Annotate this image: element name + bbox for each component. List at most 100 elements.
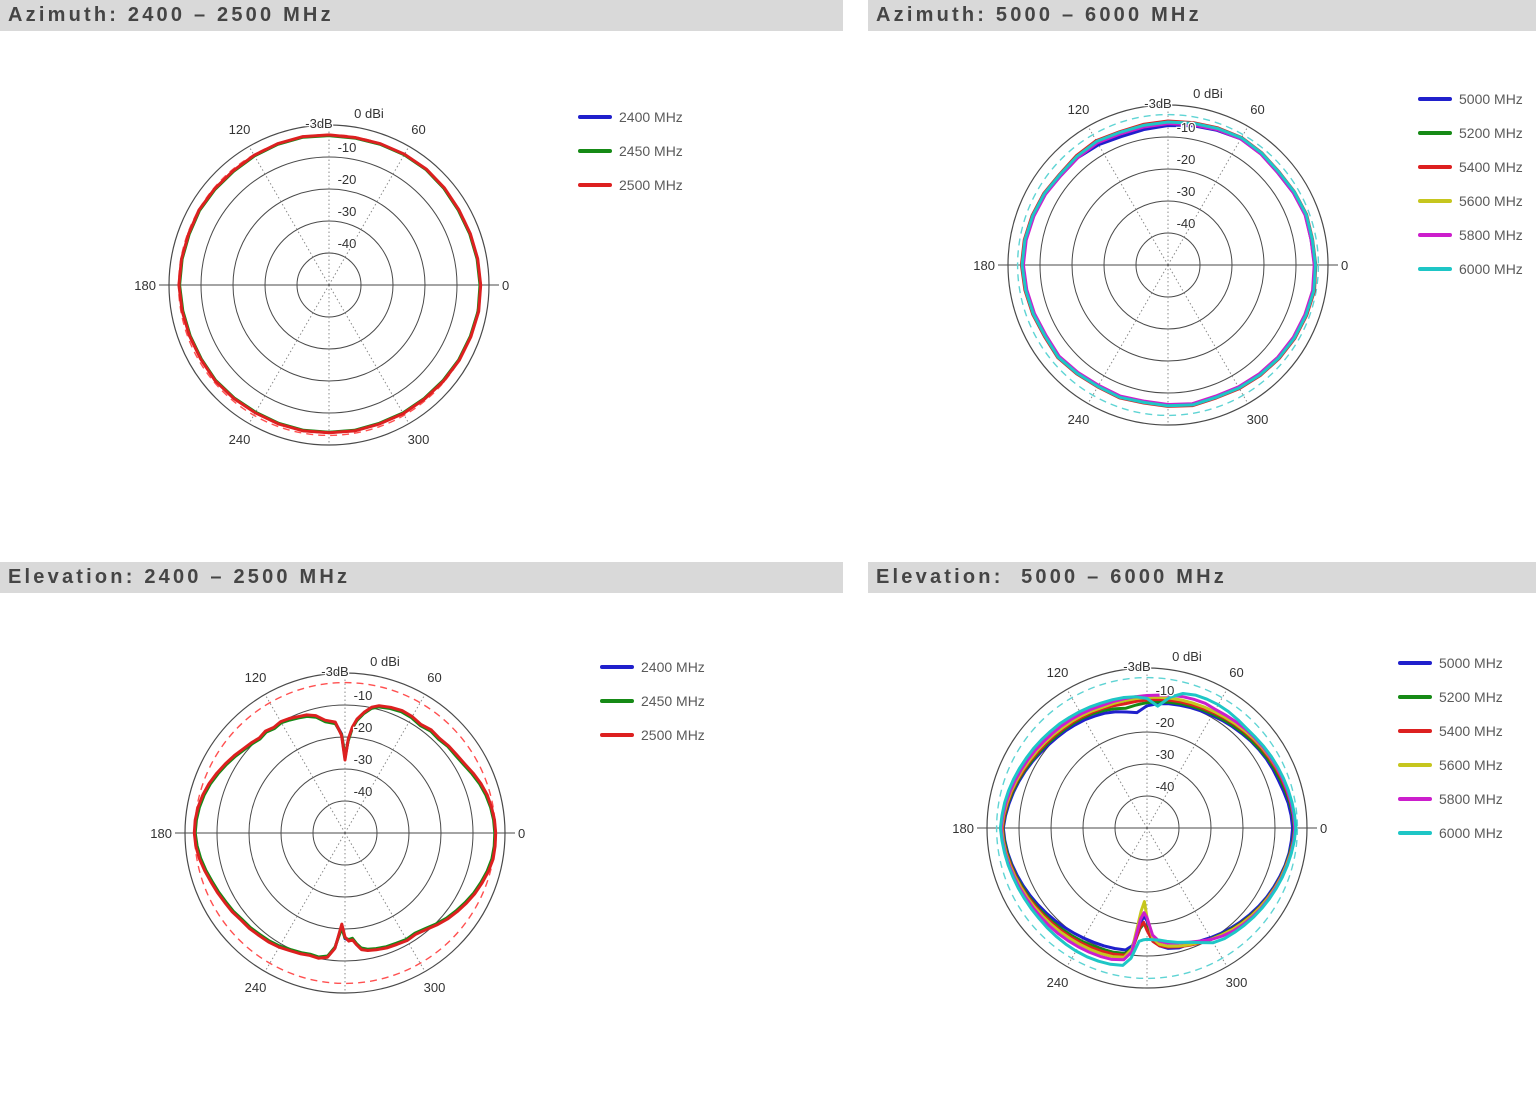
legend-line-swatch xyxy=(1398,729,1432,733)
legend-label: 5000 MHz xyxy=(1439,655,1503,671)
legend-item: 5400 MHz xyxy=(1418,159,1523,175)
legend-line-swatch xyxy=(1418,97,1452,101)
ring-label-0dbi: 0 dBi xyxy=(370,654,400,669)
ring-label: -10 xyxy=(338,140,357,155)
angle-label-120: 120 xyxy=(245,670,267,685)
polar-plot-svg: 0 dBi -10 -20 -30 -40 -3dB 0 60 120 180 240 300 xyxy=(972,85,1349,429)
legend-label: 2500 MHz xyxy=(619,177,683,193)
series-line-6000-mhz xyxy=(1020,120,1317,408)
legend-label: 2450 MHz xyxy=(619,143,683,159)
angle-label-180: 180 xyxy=(134,278,156,293)
legend-line-swatch xyxy=(1398,763,1432,767)
grid-spoke xyxy=(1087,264,1169,404)
ring-label: -40 xyxy=(354,784,373,799)
legend-line-swatch xyxy=(1418,131,1452,135)
legend-item: 6000 MHz xyxy=(1418,261,1523,277)
legend-item: 5200 MHz xyxy=(1418,125,1523,141)
grid-spoke xyxy=(248,146,330,286)
legend-label: 2400 MHz xyxy=(619,109,683,125)
polar-plot-svg: 0 dBi -10 -20 -30 -40 -3dB 0 60 120 180 240 300 xyxy=(133,105,510,449)
legend-label: 5600 MHz xyxy=(1459,193,1523,209)
legend-line-swatch xyxy=(1398,695,1432,699)
angle-label-0: 0 xyxy=(518,826,525,841)
ring-label: -30 xyxy=(1177,184,1196,199)
grid-spoke xyxy=(344,832,426,972)
angle-label-60: 60 xyxy=(1229,665,1243,680)
legend-label: 5200 MHz xyxy=(1439,689,1503,705)
angle-label-240: 240 xyxy=(245,980,267,995)
legend-line-swatch xyxy=(1418,267,1452,271)
ref-label-3db: -3dB xyxy=(305,116,332,131)
ref-label-3db: -3dB xyxy=(321,664,348,679)
grid-spoke xyxy=(328,146,410,286)
ring-label-0dbi: 0 dBi xyxy=(1172,649,1202,664)
grid-spoke xyxy=(328,284,410,424)
section-header-azimuth-2400-2500: Azimuth: 2400 – 2500 MHz xyxy=(0,0,843,31)
legend-label: 6000 MHz xyxy=(1439,825,1503,841)
section-header-elevation-5000-6000: Elevation: 5000 – 6000 MHz xyxy=(868,562,1536,593)
legend-line-swatch xyxy=(1418,233,1452,237)
angle-label-0: 0 xyxy=(1320,821,1327,836)
grid-spoke xyxy=(1167,126,1249,266)
ref-circle-3db xyxy=(995,676,1299,980)
ring-label: -20 xyxy=(354,720,373,735)
ring-label: -30 xyxy=(338,204,357,219)
legend-line-swatch xyxy=(578,115,612,119)
ring-label: -10 xyxy=(1177,120,1196,135)
legend-label: 6000 MHz xyxy=(1459,261,1523,277)
polar-plot-svg: 0 dBi -10 -20 -30 -40 -3dB 0 60 120 180 240 300 xyxy=(149,653,526,997)
legend-line-swatch xyxy=(600,733,634,737)
legend-line-swatch xyxy=(1418,199,1452,203)
angle-label-240: 240 xyxy=(229,432,251,447)
polar-chart-azimuth-2400-2500: 0 dBi -10 -20 -30 -40 -3dB 0 60 120 180 240 300 xyxy=(109,75,549,495)
grid-spoke xyxy=(1087,126,1169,266)
angle-label-240: 240 xyxy=(1068,412,1090,427)
ref-label-3db: -3dB xyxy=(1144,96,1171,111)
angle-label-240: 240 xyxy=(1047,975,1069,990)
legend-line-swatch xyxy=(578,149,612,153)
legend-line-swatch xyxy=(600,665,634,669)
angle-label-120: 120 xyxy=(1047,665,1069,680)
ring-label: -10 xyxy=(354,688,373,703)
ring-label: -20 xyxy=(1156,715,1175,730)
legend-azimuth-2400-2500: 2400 MHz 2450 MHz 2500 MHz xyxy=(578,109,683,193)
legend-item: 5600 MHz xyxy=(1418,193,1523,209)
ref-circle-3db xyxy=(1016,113,1320,417)
legend-item: 2400 MHz xyxy=(578,109,683,125)
ring-label: -20 xyxy=(338,172,357,187)
polar-plot-svg: 0 dBi -10 -20 -30 -40 -3dB 0 60 120 180 240 300 xyxy=(951,648,1328,992)
grid-spoke xyxy=(1167,264,1249,404)
legend-label: 2500 MHz xyxy=(641,727,705,743)
legend-item: 2500 MHz xyxy=(578,177,683,193)
ring-label: -20 xyxy=(1177,152,1196,167)
grid-spoke xyxy=(264,832,346,972)
ring-label-0dbi: 0 dBi xyxy=(354,106,384,121)
legend-label: 2400 MHz xyxy=(641,659,705,675)
legend-line-swatch xyxy=(600,699,634,703)
legend-line-swatch xyxy=(1398,661,1432,665)
angle-label-180: 180 xyxy=(973,258,995,273)
angle-label-300: 300 xyxy=(1226,975,1248,990)
legend-elevation-5000-6000: 5000 MHz 5200 MHz 5400 MHz 5600 MHz 5800 MHz… xyxy=(1398,655,1503,841)
legend-line-swatch xyxy=(578,183,612,187)
legend-label: 5400 MHz xyxy=(1459,159,1523,175)
grid-spoke xyxy=(248,284,330,424)
ring-label: -40 xyxy=(338,236,357,251)
legend-item: 2500 MHz xyxy=(600,727,705,743)
legend-item: 5200 MHz xyxy=(1398,689,1503,705)
legend-line-swatch xyxy=(1398,797,1432,801)
legend-item: 2400 MHz xyxy=(600,659,705,675)
ring-label: -30 xyxy=(1156,747,1175,762)
legend-label: 5200 MHz xyxy=(1459,125,1523,141)
legend-item: 5800 MHz xyxy=(1418,227,1523,243)
series-line-2500-mhz xyxy=(192,704,498,960)
polar-chart-azimuth-5000-6000: 0 dBi -10 -20 -30 -40 -3dB 0 60 120 180 240 300 xyxy=(948,55,1388,475)
angle-label-300: 300 xyxy=(1247,412,1269,427)
angle-label-0: 0 xyxy=(502,278,509,293)
legend-azimuth-5000-6000: 5000 MHz 5200 MHz 5400 MHz 5600 MHz 5800 MHz… xyxy=(1418,91,1523,277)
angle-label-120: 120 xyxy=(229,122,251,137)
legend-label: 5800 MHz xyxy=(1439,791,1503,807)
ring-label: -30 xyxy=(354,752,373,767)
section-header-azimuth-5000-6000: Azimuth: 5000 – 6000 MHz xyxy=(868,0,1536,31)
